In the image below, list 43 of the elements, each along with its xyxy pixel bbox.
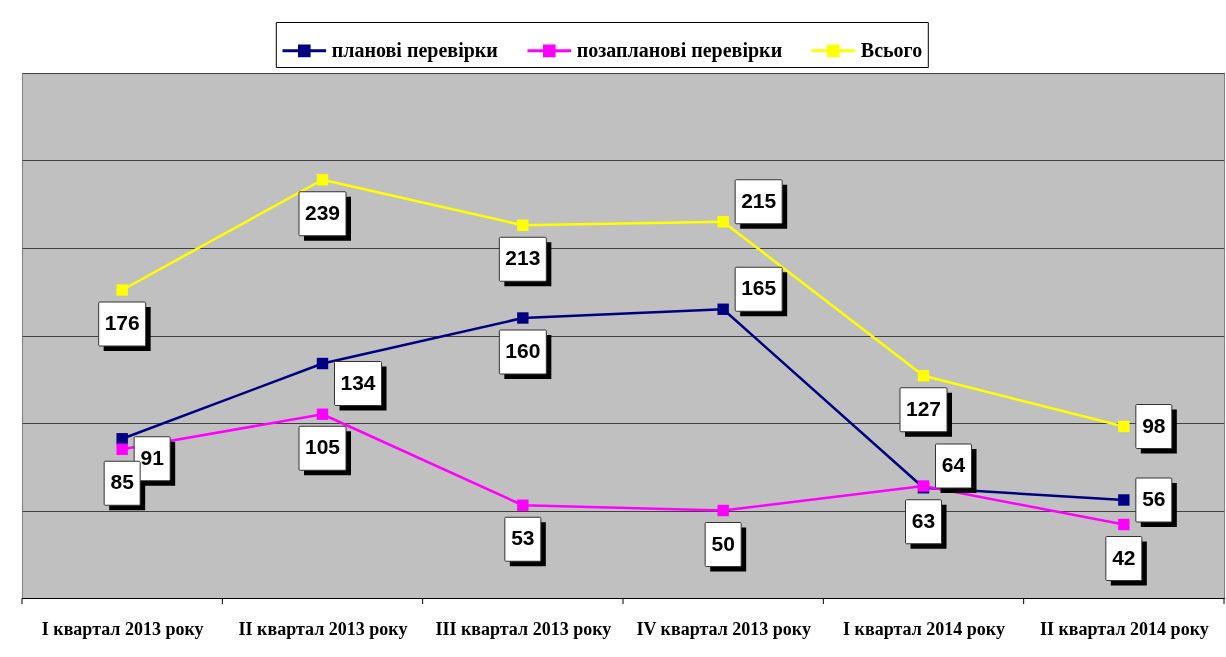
data-label: 127 xyxy=(905,396,942,420)
data-label: 215 xyxy=(741,188,777,212)
point xyxy=(1118,518,1130,531)
data-label: 176 xyxy=(104,311,140,334)
data-label: 105 xyxy=(304,435,341,459)
data-label: 42 xyxy=(1112,545,1136,569)
data-label: 134 xyxy=(340,370,376,394)
x-tick-label: II квартал 2014 року xyxy=(1039,618,1209,639)
point xyxy=(1118,420,1130,433)
x-tick-label: II квартал 2013 року xyxy=(238,618,408,639)
data-label: 98 xyxy=(1142,413,1166,437)
legend-label: позапланові перевірки xyxy=(576,38,783,62)
point xyxy=(116,433,128,445)
point xyxy=(717,303,729,315)
data-label: 213 xyxy=(505,246,541,270)
legend-label: Всього xyxy=(860,38,923,61)
data-label: 239 xyxy=(304,200,341,224)
point xyxy=(316,174,329,186)
point xyxy=(717,216,729,228)
data-label: 91 xyxy=(140,445,165,469)
point xyxy=(917,370,930,382)
point xyxy=(316,408,329,420)
point xyxy=(517,499,529,511)
data-label: 165 xyxy=(741,276,777,300)
point xyxy=(116,443,128,455)
data-label: 56 xyxy=(1142,487,1166,510)
x-tick-label: I квартал 2013 року xyxy=(41,618,204,639)
data-label: 50 xyxy=(711,531,735,555)
point xyxy=(517,219,529,231)
data-label: 53 xyxy=(511,526,535,550)
data-label: 64 xyxy=(941,453,966,476)
point xyxy=(717,504,729,517)
legend-label: планові перевірки xyxy=(331,38,498,62)
point xyxy=(517,312,529,324)
x-tick-label: III квартал 2013 року xyxy=(435,618,612,639)
point xyxy=(116,284,128,296)
data-label: 63 xyxy=(911,508,936,532)
data-label: 85 xyxy=(110,470,135,494)
point xyxy=(316,357,329,370)
point xyxy=(1118,494,1130,506)
x-tick-label: IV квартал 2013 року xyxy=(636,618,811,639)
data-label: 160 xyxy=(505,339,541,362)
x-tick-label: I квартал 2014 року xyxy=(843,618,1005,639)
